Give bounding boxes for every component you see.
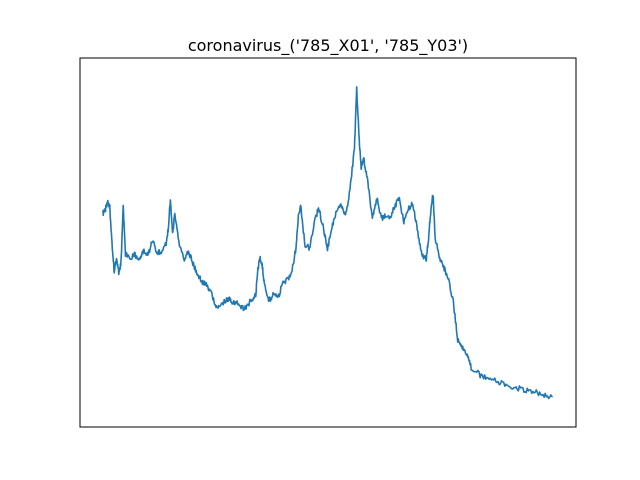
chart-title: coronavirus_('785_X01', '785_Y03') bbox=[188, 36, 468, 56]
series-line-0 bbox=[102, 86, 553, 400]
axes-frame bbox=[79, 57, 577, 428]
plot-area bbox=[80, 58, 576, 427]
series-layer bbox=[102, 86, 553, 400]
